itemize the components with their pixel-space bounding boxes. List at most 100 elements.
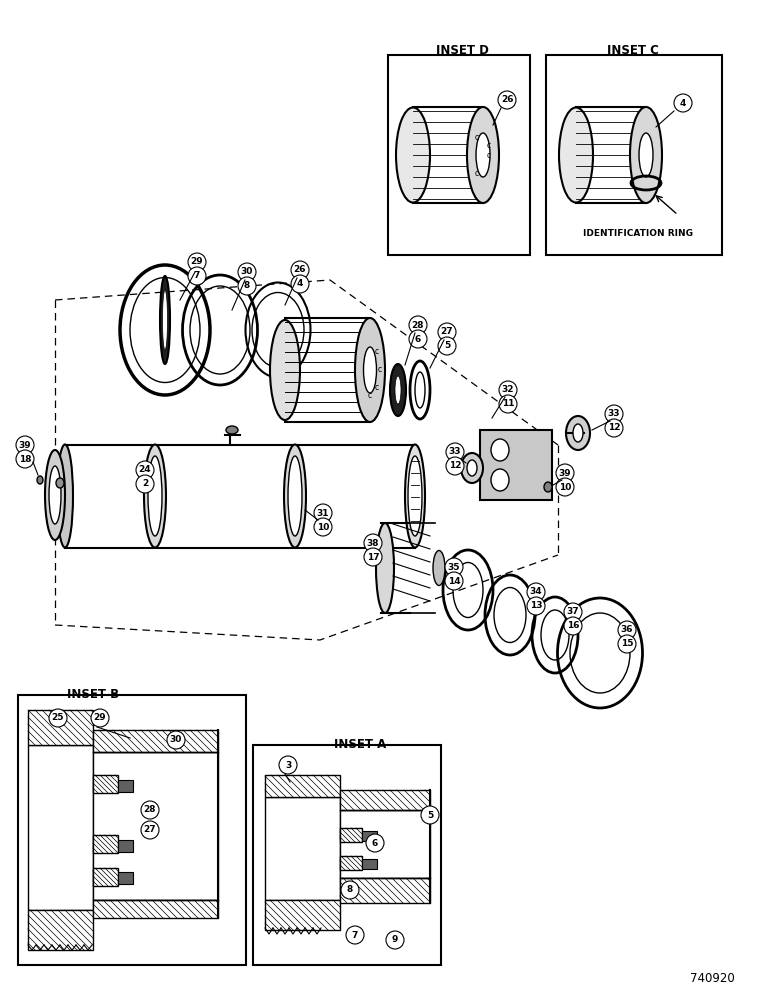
Text: 10: 10 — [317, 522, 329, 532]
Ellipse shape — [405, 444, 425, 548]
Text: c: c — [475, 168, 479, 178]
Text: 30: 30 — [241, 267, 253, 276]
Ellipse shape — [467, 460, 477, 476]
Bar — [118, 840, 133, 852]
Text: 39: 39 — [19, 440, 32, 450]
Bar — [28, 745, 93, 910]
Circle shape — [366, 834, 384, 852]
Text: 38: 38 — [367, 538, 379, 548]
Bar — [340, 828, 362, 842]
Circle shape — [446, 443, 464, 461]
Circle shape — [91, 709, 109, 727]
Text: 28: 28 — [144, 806, 156, 814]
Text: 3: 3 — [285, 760, 291, 770]
Text: 27: 27 — [441, 328, 453, 336]
Ellipse shape — [37, 476, 43, 484]
Text: c: c — [368, 390, 372, 399]
Circle shape — [445, 572, 463, 590]
Circle shape — [499, 395, 517, 413]
Circle shape — [438, 323, 456, 341]
Bar — [93, 868, 118, 886]
Text: 27: 27 — [144, 826, 156, 834]
Text: 28: 28 — [411, 320, 425, 330]
Bar — [118, 872, 133, 884]
Text: c: c — [375, 348, 379, 357]
Text: 29: 29 — [93, 714, 107, 722]
Bar — [118, 780, 133, 792]
Circle shape — [16, 450, 34, 468]
Text: 31: 31 — [317, 508, 329, 518]
Ellipse shape — [364, 347, 377, 393]
Ellipse shape — [395, 376, 401, 404]
Text: 4: 4 — [680, 99, 686, 107]
Text: c: c — [487, 140, 491, 149]
Text: 8: 8 — [244, 282, 250, 290]
Ellipse shape — [467, 107, 499, 203]
Ellipse shape — [559, 107, 593, 202]
Circle shape — [446, 457, 464, 475]
Ellipse shape — [45, 450, 65, 540]
Circle shape — [314, 518, 332, 536]
Circle shape — [49, 709, 67, 727]
Circle shape — [618, 621, 636, 639]
Circle shape — [167, 731, 185, 749]
Bar — [546, 55, 722, 255]
Circle shape — [188, 253, 206, 271]
Text: 16: 16 — [567, 621, 579, 631]
Text: INSET A: INSET A — [334, 738, 386, 752]
Circle shape — [409, 316, 427, 334]
Circle shape — [556, 478, 574, 496]
Bar — [93, 775, 118, 793]
Bar — [253, 745, 441, 965]
Text: c: c — [487, 150, 491, 159]
Ellipse shape — [396, 107, 430, 202]
Ellipse shape — [408, 456, 422, 536]
Circle shape — [291, 275, 309, 293]
Bar — [93, 835, 118, 853]
Bar — [265, 797, 340, 900]
Circle shape — [279, 756, 297, 774]
Ellipse shape — [56, 478, 64, 488]
Text: 13: 13 — [530, 601, 542, 610]
Circle shape — [564, 617, 582, 635]
Text: 29: 29 — [191, 257, 203, 266]
Ellipse shape — [630, 107, 662, 203]
Text: 9: 9 — [392, 936, 398, 944]
Bar — [362, 831, 377, 841]
Circle shape — [499, 381, 517, 399]
Text: c: c — [378, 365, 382, 374]
Bar — [18, 695, 246, 965]
Ellipse shape — [284, 444, 306, 548]
Ellipse shape — [491, 439, 509, 461]
Text: 30: 30 — [170, 736, 182, 744]
Circle shape — [605, 419, 623, 437]
Text: c: c — [375, 383, 379, 392]
Bar — [28, 710, 93, 745]
Circle shape — [314, 504, 332, 522]
Ellipse shape — [461, 453, 483, 483]
Ellipse shape — [162, 290, 168, 350]
Text: 10: 10 — [559, 483, 571, 491]
Circle shape — [238, 263, 256, 281]
Bar — [93, 730, 218, 752]
Text: 35: 35 — [448, 562, 460, 572]
Ellipse shape — [544, 482, 552, 492]
Circle shape — [527, 583, 545, 601]
Text: 6: 6 — [372, 838, 378, 848]
Circle shape — [188, 267, 206, 285]
Ellipse shape — [148, 456, 162, 536]
Text: 15: 15 — [621, 640, 633, 648]
Circle shape — [238, 277, 256, 295]
Ellipse shape — [55, 460, 71, 530]
Ellipse shape — [639, 133, 653, 177]
Circle shape — [364, 534, 382, 552]
Text: 5: 5 — [444, 342, 450, 351]
Ellipse shape — [433, 550, 445, 585]
Text: 32: 32 — [502, 385, 514, 394]
Text: 740920: 740920 — [689, 972, 734, 984]
Bar — [388, 55, 530, 255]
Text: 33: 33 — [608, 410, 620, 418]
Text: 4: 4 — [296, 279, 303, 288]
Circle shape — [141, 821, 159, 839]
Ellipse shape — [491, 469, 509, 491]
